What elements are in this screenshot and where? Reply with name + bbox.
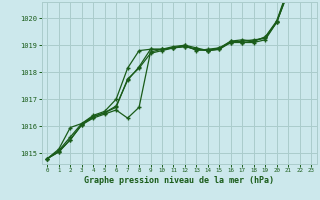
- X-axis label: Graphe pression niveau de la mer (hPa): Graphe pression niveau de la mer (hPa): [84, 176, 274, 185]
